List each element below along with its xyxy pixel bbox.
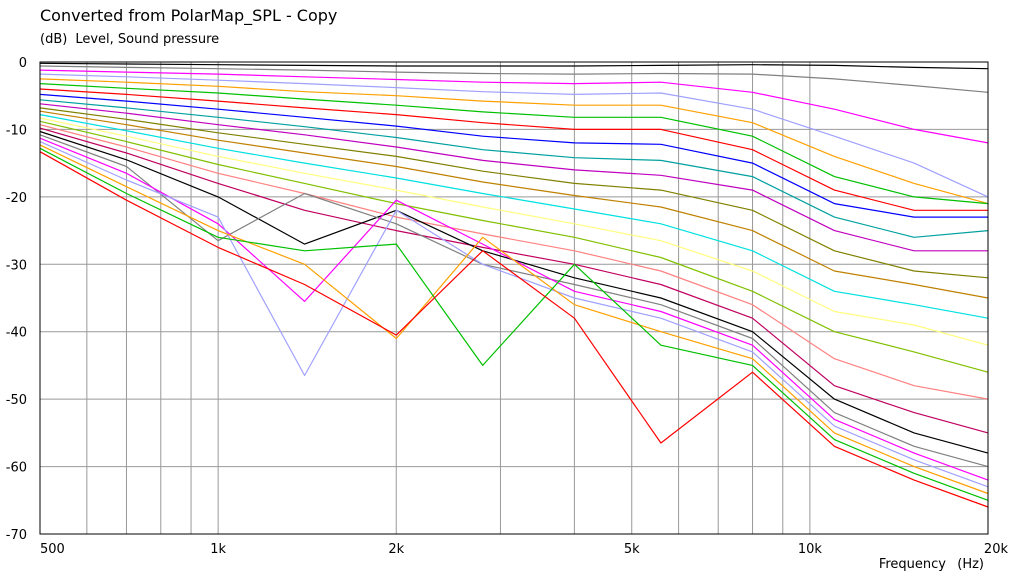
x-tick-label: 500 <box>40 542 65 557</box>
y-tick-label: 0 <box>19 56 27 71</box>
series-line <box>39 127 989 434</box>
x-axis-label: Frequency <box>879 557 946 572</box>
series-line <box>39 141 989 488</box>
y-tick-labels: 0 -10 -20 -30 -40 -50 -60 -70 <box>6 56 27 543</box>
series-line <box>39 120 989 373</box>
series-line <box>39 103 988 252</box>
series-line <box>39 147 989 501</box>
series-line <box>39 88 988 211</box>
series-line <box>39 151 989 508</box>
series-line <box>39 134 989 468</box>
y-axis-name: Level, Sound pressure <box>75 32 220 47</box>
y-tick-label: -10 <box>6 123 27 138</box>
y-tick-label: -50 <box>6 393 27 408</box>
series-line <box>39 93 988 218</box>
x-tick-label: 1k <box>210 542 226 557</box>
series-line <box>39 114 989 319</box>
series-line <box>39 99 989 238</box>
series-line <box>39 65 989 93</box>
grid <box>40 61 988 535</box>
x-axis-unit: (Hz) <box>957 557 984 572</box>
series-line <box>39 78 989 205</box>
series-line <box>39 130 989 454</box>
x-tick-label: 10k <box>798 542 823 557</box>
series-line <box>39 69 989 144</box>
series-line <box>39 137 989 481</box>
y-tick-label: -20 <box>6 191 27 206</box>
x-tick-label: 5k <box>624 542 640 557</box>
y-axis-unit: (dB) <box>40 32 68 47</box>
series-line <box>39 62 989 70</box>
series-group <box>39 62 989 508</box>
y-tick-label: -40 <box>6 326 27 341</box>
x-tick-label: 2k <box>388 542 404 557</box>
y-axis-label: (dB) Level, Sound pressure <box>40 32 227 47</box>
y-tick-label: -30 <box>6 258 27 273</box>
series-line <box>39 73 989 198</box>
series-line <box>39 117 989 346</box>
series-line <box>39 144 989 495</box>
series-line <box>39 124 989 400</box>
y-tick-label: -70 <box>6 528 27 543</box>
series-line <box>39 110 989 299</box>
series-line <box>39 107 989 279</box>
x-tick-labels: 500 1k 2k 5k 10k 20k <box>40 542 1008 557</box>
y-tick-label: -60 <box>6 461 27 476</box>
x-tick-label: 20k <box>984 542 1009 557</box>
plot-frame <box>39 61 989 535</box>
series-line <box>39 83 989 205</box>
chart-title: Converted from PolarMap_SPL - Copy <box>40 6 338 25</box>
